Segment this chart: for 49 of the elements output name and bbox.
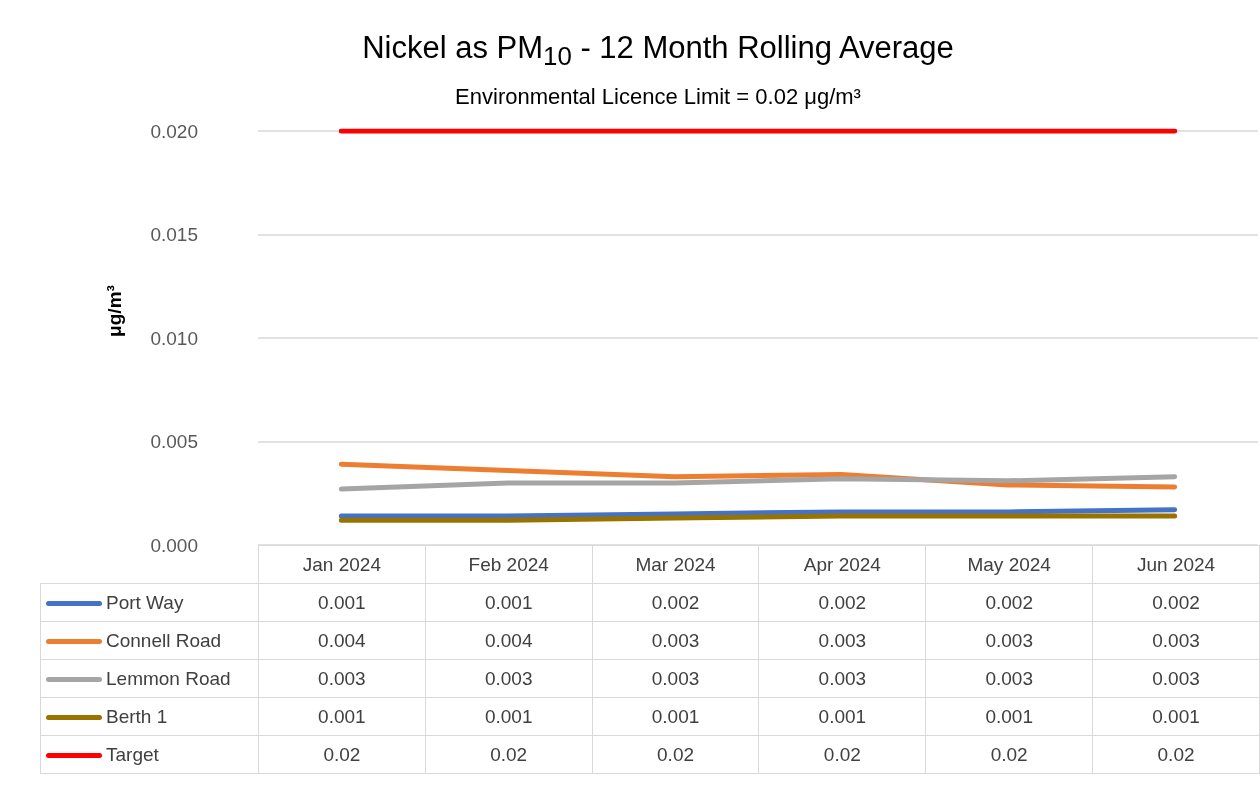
data-label: 0.003 <box>1092 659 1260 698</box>
data-label: 0.003 <box>592 659 759 698</box>
x-tick-label: Feb 2024 <box>425 545 593 584</box>
data-label: 0.02 <box>925 735 1093 774</box>
data-label: 0.004 <box>258 621 426 660</box>
y-tick-label: 0.005 <box>150 431 198 452</box>
data-label: 0.003 <box>592 621 759 660</box>
data-label: 0.001 <box>258 583 426 622</box>
x-tick-label: Mar 2024 <box>592 545 759 584</box>
data-label: 0.003 <box>425 659 593 698</box>
legend-label: Port Way <box>40 583 259 622</box>
data-label: 0.001 <box>925 697 1093 736</box>
x-tick-label: May 2024 <box>925 545 1093 584</box>
data-label: 0.002 <box>592 583 759 622</box>
legend-label: Lemmon Road <box>40 659 259 698</box>
data-label: 0.002 <box>1092 583 1260 622</box>
data-label: 0.001 <box>425 697 593 736</box>
data-label: 0.001 <box>758 697 926 736</box>
data-label: 0.003 <box>758 621 926 660</box>
y-tick-label: 0.010 <box>150 327 198 349</box>
data-label: 0.001 <box>1092 697 1260 736</box>
data-label: 0.001 <box>425 583 593 622</box>
data-label: 0.02 <box>592 735 759 774</box>
legend-label: Berth 1 <box>40 697 259 736</box>
y-axis-title: μg/m³ <box>104 284 126 339</box>
y-tick-label: 0.000 <box>150 534 198 556</box>
data-label: 0.002 <box>925 583 1093 622</box>
data-label: 0.02 <box>758 735 926 774</box>
data-label: 0.002 <box>758 583 926 622</box>
data-label: 0.02 <box>1092 735 1260 774</box>
data-label: 0.02 <box>425 735 593 774</box>
y-tick-label: 0.015 <box>150 224 198 245</box>
x-tick-label: Jan 2024 <box>258 545 426 584</box>
chart-title: Nickel as PM$_{10}$ - 12 Month Rolling Average <box>361 30 955 72</box>
data-label: 0.003 <box>758 659 926 698</box>
data-label: 0.003 <box>925 659 1093 698</box>
x-tick-label: Jun 2024 <box>1092 545 1260 584</box>
data-label: 0.001 <box>258 697 426 736</box>
legend-label: Target <box>40 735 259 774</box>
data-label: 0.003 <box>925 621 1093 660</box>
x-tick-label: Apr 2024 <box>758 545 926 584</box>
data-label: 0.004 <box>425 621 593 660</box>
legend-label: Connell Road <box>40 621 259 660</box>
data-label: 0.003 <box>1092 621 1260 660</box>
chart-subtitle: Environmental Licence Limit = 0.02 μg/m³ <box>454 84 862 110</box>
data-label: 0.003 <box>258 659 426 698</box>
y-tick-label: 0.020 <box>150 120 198 142</box>
data-label: 0.001 <box>592 697 759 736</box>
data-label: 0.02 <box>258 735 426 774</box>
